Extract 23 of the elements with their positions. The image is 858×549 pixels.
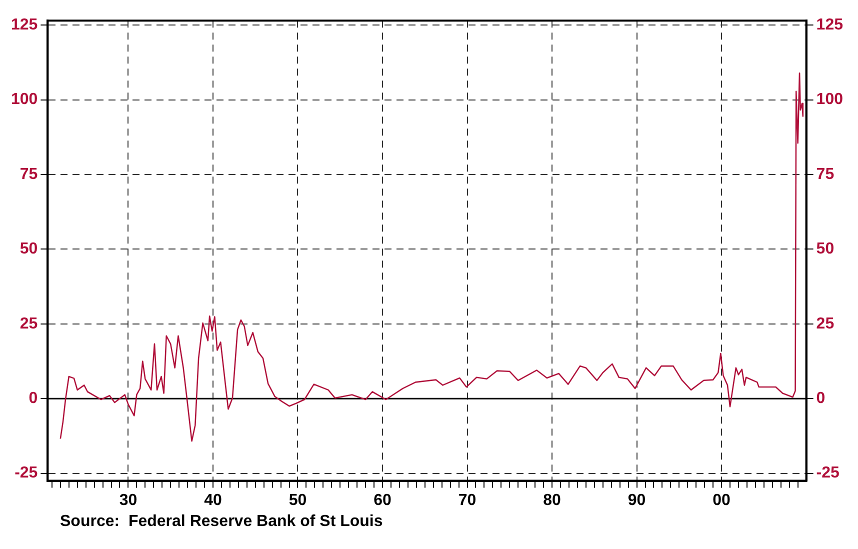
y2-tick-label: 50 [816,240,834,258]
y-tick-label: -25 [14,464,38,482]
y2-tick-label: 25 [816,315,834,332]
x-tick-label: 30 [119,492,138,509]
y-tick-label: 50 [20,240,38,258]
x-tick-label: 80 [543,492,562,509]
y-tick-label: 0 [28,390,38,408]
y2-tick-label: 125 [816,16,844,34]
x-tick-label: 70 [458,492,476,509]
x-tick-label: 60 [374,492,392,509]
y-tick-label: 125 [10,16,38,34]
y-tick-label: 75 [20,166,38,183]
y2-tick-label: 0 [816,390,826,408]
y2-tick-label: 75 [816,166,834,183]
y-tick-label: 25 [20,315,38,332]
x-tick-label: 90 [628,492,646,509]
y-tick-label: 100 [10,91,38,108]
y2-tick-label: -25 [816,464,840,482]
source-note: Source: Federal Reserve Bank of St Louis [60,513,384,531]
y2-tick-label: 100 [816,91,844,108]
x-tick-label: 40 [204,492,222,509]
x-tick-label: 00 [712,492,731,509]
x-tick-label: 50 [288,492,307,509]
